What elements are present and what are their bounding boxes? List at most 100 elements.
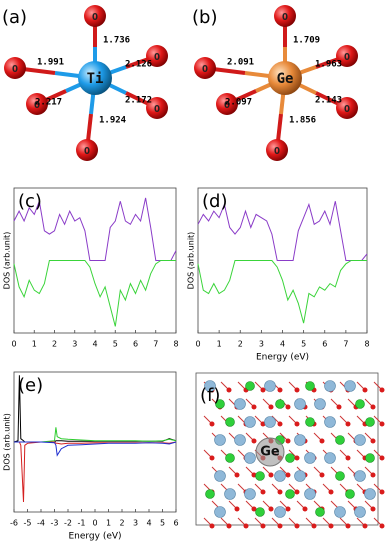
oxygen-atom: [277, 489, 283, 495]
oxygen-atom: [379, 523, 385, 529]
oxygen-atom: [268, 472, 274, 478]
oxygen-atom: [226, 387, 232, 393]
atom-label: Ti: [87, 71, 104, 87]
atom: [274, 506, 286, 518]
x-tick-label: 0: [195, 340, 200, 349]
oxygen-atom: [319, 472, 325, 478]
bond-length: 2.126: [125, 60, 152, 70]
oxygen-atom: [277, 523, 283, 529]
oxygen-atom: [209, 421, 215, 427]
atom-label: Ge: [277, 71, 294, 87]
x-tick-label: 2: [238, 340, 243, 349]
oxygen-atom: [251, 506, 257, 512]
oxygen-atom: [209, 455, 215, 461]
x-tick-label: 3: [72, 340, 77, 349]
bond-length: 1.709: [293, 36, 320, 46]
atom-label: O: [274, 146, 280, 157]
x-tick-label: -4: [37, 519, 45, 528]
atom: [324, 416, 336, 428]
atom: [214, 470, 226, 482]
x-axis-label: Energy (eV): [256, 353, 309, 363]
oxygen-atom: [285, 404, 291, 410]
oxygen-atom: [277, 387, 283, 393]
oxygen-atom: [379, 455, 385, 461]
atom: [334, 506, 346, 518]
atom: [225, 417, 235, 427]
atom: [364, 488, 376, 500]
oxygen-atom: [260, 489, 266, 495]
x-tick-label: 4: [280, 340, 285, 349]
x-tick-label: 4: [146, 519, 151, 528]
oxygen-atom: [370, 404, 376, 410]
atom: [285, 453, 295, 463]
atom: [345, 489, 355, 499]
atom: [294, 398, 306, 410]
oxygen-atom: [362, 523, 368, 529]
x-tick-label: 4: [92, 340, 97, 349]
panel-label: (b): [192, 7, 217, 28]
atom: [304, 488, 316, 500]
atom: [225, 453, 235, 463]
structure-frame: [195, 372, 379, 526]
x-tick-label: 1: [106, 519, 111, 528]
oxygen-atom: [294, 523, 300, 529]
oxygen-atom: [260, 523, 266, 529]
dos-curve: [14, 427, 177, 443]
atom-label: O: [344, 104, 350, 115]
oxygen-atom: [294, 387, 300, 393]
x-tick-label: 7: [343, 340, 348, 349]
oxygen-atom: [277, 421, 283, 427]
atom: [215, 399, 225, 409]
bond-length: 2.143: [315, 96, 342, 106]
atom: [244, 452, 256, 464]
x-tick-label: -2: [64, 519, 72, 528]
oxygen-atom: [216, 93, 238, 115]
atom: [315, 507, 325, 517]
x-tick-label: 0: [11, 340, 16, 349]
atom: [255, 507, 265, 517]
dos-curve: [14, 441, 177, 503]
atom: [214, 434, 226, 446]
bond-length: 2.091: [227, 58, 254, 68]
atom: [344, 380, 356, 392]
center-atom: [78, 61, 112, 95]
atom: [365, 453, 375, 463]
atom: [264, 416, 276, 428]
highlight-atom: [255, 437, 285, 467]
x-tick-label: -1: [78, 519, 86, 528]
atom: [354, 470, 366, 482]
bond-length: 1.963: [315, 60, 342, 70]
atom: [244, 416, 256, 428]
oxygen-atom: [251, 438, 257, 444]
x-tick-label: 7: [153, 340, 158, 349]
atom: [234, 398, 246, 410]
oxygen-atom: [294, 421, 300, 427]
oxygen-atom: [251, 404, 257, 410]
atom-label: O: [224, 100, 230, 111]
atom: [245, 381, 255, 391]
oxygen-atom: [266, 139, 288, 161]
oxygen-atom: [226, 523, 232, 529]
atom-label: O: [92, 12, 98, 23]
x-tick-label: 6: [173, 519, 178, 528]
oxygen-atom: [302, 506, 308, 512]
oxygen-atom: [194, 57, 216, 79]
atom: [335, 471, 345, 481]
atom-label: O: [12, 64, 18, 75]
panel-label: (e): [18, 375, 43, 396]
atom: [285, 489, 295, 499]
panel-label: (d): [202, 191, 227, 212]
panel-label: (a): [2, 7, 27, 28]
oxygen-atom: [84, 5, 106, 27]
x-tick-label: 6: [133, 340, 138, 349]
x-tick-label: 2: [119, 519, 124, 528]
x-tick-label: 3: [259, 340, 264, 349]
atom: [355, 399, 365, 409]
oxygen-atom: [379, 387, 385, 393]
x-tick-label: 8: [173, 340, 178, 349]
oxygen-atom: [274, 5, 296, 27]
atom-label: O: [202, 64, 208, 75]
center-atom: [268, 61, 302, 95]
oxygen-atom: [234, 472, 240, 478]
